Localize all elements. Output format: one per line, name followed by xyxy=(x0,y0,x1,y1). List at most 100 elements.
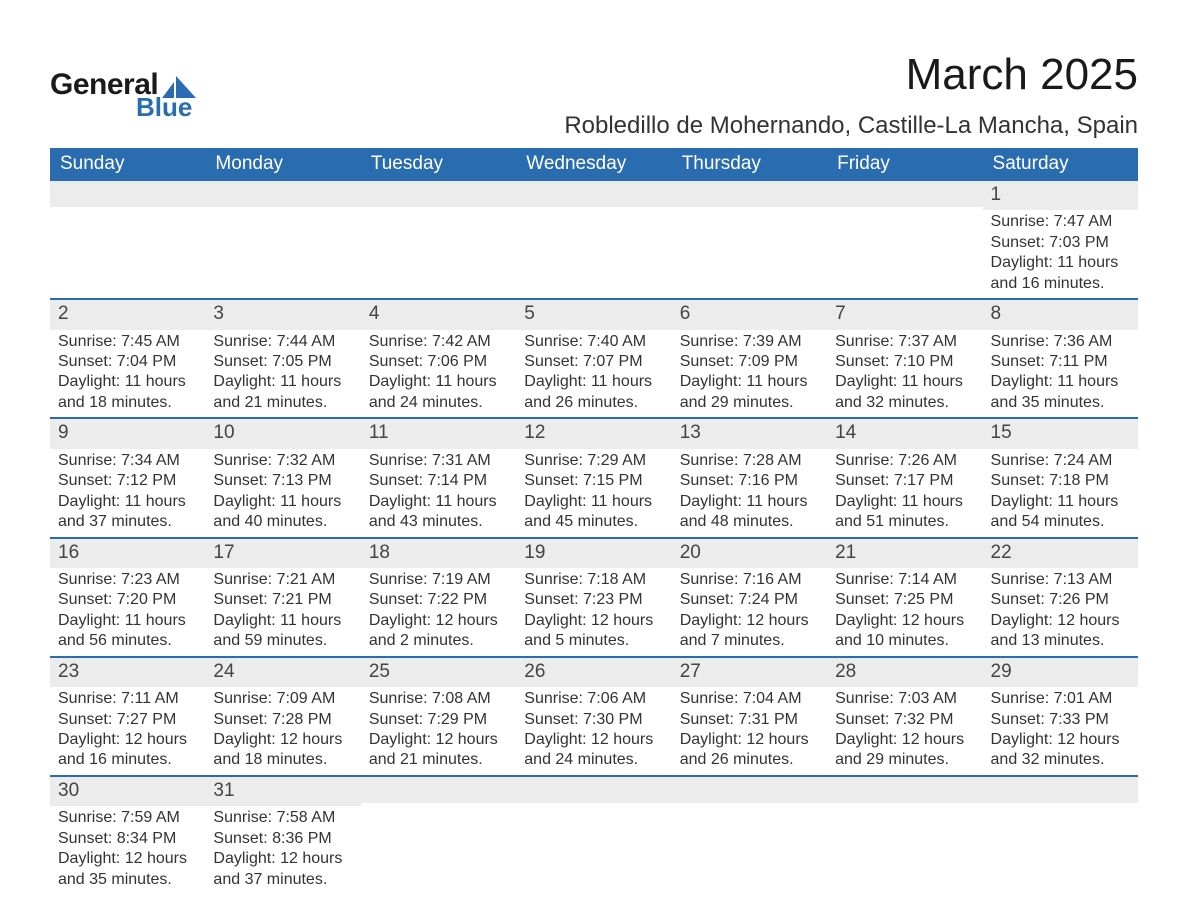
calendar-cell: 25 Sunrise: 7:08 AM Sunset: 7:29 PM Dayl… xyxy=(361,658,516,775)
day-details: Sunrise: 7:29 AM Sunset: 7:15 PM Dayligh… xyxy=(516,449,671,533)
day-details: Sunrise: 7:26 AM Sunset: 7:17 PM Dayligh… xyxy=(827,449,982,533)
day-details: Sunrise: 7:14 AM Sunset: 7:25 PM Dayligh… xyxy=(827,568,982,652)
weekday-header: Thursday xyxy=(672,148,827,181)
calendar-week-row: 23 Sunrise: 7:11 AM Sunset: 7:27 PM Dayl… xyxy=(50,656,1138,775)
calendar-cell: 10 Sunrise: 7:32 AM Sunset: 7:13 PM Dayl… xyxy=(205,419,360,536)
calendar-cell-empty xyxy=(361,777,516,894)
calendar-cell: 5 Sunrise: 7:40 AM Sunset: 7:07 PM Dayli… xyxy=(516,300,671,417)
day-details: Sunrise: 7:16 AM Sunset: 7:24 PM Dayligh… xyxy=(672,568,827,652)
day-number: 15 xyxy=(983,419,1138,448)
calendar-cell-empty xyxy=(672,181,827,298)
calendar-cell: 9 Sunrise: 7:34 AM Sunset: 7:12 PM Dayli… xyxy=(50,419,205,536)
day-number: 25 xyxy=(361,658,516,687)
day-details: Sunrise: 7:09 AM Sunset: 7:28 PM Dayligh… xyxy=(205,687,360,771)
day-number: 1 xyxy=(983,181,1138,210)
day-number: 30 xyxy=(50,777,205,806)
calendar-cell: 12 Sunrise: 7:29 AM Sunset: 7:15 PM Dayl… xyxy=(516,419,671,536)
day-number: 5 xyxy=(516,300,671,329)
day-number: 4 xyxy=(361,300,516,329)
day-details: Sunrise: 7:03 AM Sunset: 7:32 PM Dayligh… xyxy=(827,687,982,771)
day-details: Sunrise: 7:37 AM Sunset: 7:10 PM Dayligh… xyxy=(827,330,982,414)
calendar-week-row: 1 Sunrise: 7:47 AM Sunset: 7:03 PM Dayli… xyxy=(50,181,1138,298)
calendar-cell: 13 Sunrise: 7:28 AM Sunset: 7:16 PM Dayl… xyxy=(672,419,827,536)
day-number: 10 xyxy=(205,419,360,448)
calendar-cell-empty xyxy=(516,777,671,894)
day-number: 2 xyxy=(50,300,205,329)
day-number: 17 xyxy=(205,539,360,568)
day-number: 13 xyxy=(672,419,827,448)
calendar-cell: 21 Sunrise: 7:14 AM Sunset: 7:25 PM Dayl… xyxy=(827,539,982,656)
calendar-cell: 2 Sunrise: 7:45 AM Sunset: 7:04 PM Dayli… xyxy=(50,300,205,417)
day-number: 27 xyxy=(672,658,827,687)
calendar-cell: 15 Sunrise: 7:24 AM Sunset: 7:18 PM Dayl… xyxy=(983,419,1138,536)
day-details: Sunrise: 7:04 AM Sunset: 7:31 PM Dayligh… xyxy=(672,687,827,771)
day-number: 16 xyxy=(50,539,205,568)
calendar-cell: 3 Sunrise: 7:44 AM Sunset: 7:05 PM Dayli… xyxy=(205,300,360,417)
day-details: Sunrise: 7:47 AM Sunset: 7:03 PM Dayligh… xyxy=(983,210,1138,294)
calendar-cell: 6 Sunrise: 7:39 AM Sunset: 7:09 PM Dayli… xyxy=(672,300,827,417)
day-details: Sunrise: 7:40 AM Sunset: 7:07 PM Dayligh… xyxy=(516,330,671,414)
day-number: 7 xyxy=(827,300,982,329)
day-details: Sunrise: 7:59 AM Sunset: 8:34 PM Dayligh… xyxy=(50,806,205,890)
day-details: Sunrise: 7:42 AM Sunset: 7:06 PM Dayligh… xyxy=(361,330,516,414)
day-details: Sunrise: 7:58 AM Sunset: 8:36 PM Dayligh… xyxy=(205,806,360,890)
day-number: 12 xyxy=(516,419,671,448)
day-number: 28 xyxy=(827,658,982,687)
calendar-cell: 27 Sunrise: 7:04 AM Sunset: 7:31 PM Dayl… xyxy=(672,658,827,775)
calendar-cell: 19 Sunrise: 7:18 AM Sunset: 7:23 PM Dayl… xyxy=(516,539,671,656)
calendar-week-row: 16 Sunrise: 7:23 AM Sunset: 7:20 PM Dayl… xyxy=(50,537,1138,656)
location-subtitle: Robledillo de Mohernando, Castille-La Ma… xyxy=(564,112,1138,140)
calendar-cell: 8 Sunrise: 7:36 AM Sunset: 7:11 PM Dayli… xyxy=(983,300,1138,417)
day-number: 3 xyxy=(205,300,360,329)
day-number: 21 xyxy=(827,539,982,568)
day-details: Sunrise: 7:28 AM Sunset: 7:16 PM Dayligh… xyxy=(672,449,827,533)
calendar-cell: 20 Sunrise: 7:16 AM Sunset: 7:24 PM Dayl… xyxy=(672,539,827,656)
calendar-cell: 11 Sunrise: 7:31 AM Sunset: 7:14 PM Dayl… xyxy=(361,419,516,536)
day-number: 11 xyxy=(361,419,516,448)
day-details: Sunrise: 7:08 AM Sunset: 7:29 PM Dayligh… xyxy=(361,687,516,771)
weekday-header: Monday xyxy=(205,148,360,181)
brand-logo: General Blue xyxy=(50,68,196,123)
day-details: Sunrise: 7:21 AM Sunset: 7:21 PM Dayligh… xyxy=(205,568,360,652)
weekday-header-row: Sunday Monday Tuesday Wednesday Thursday… xyxy=(50,148,1138,181)
day-details: Sunrise: 7:32 AM Sunset: 7:13 PM Dayligh… xyxy=(205,449,360,533)
day-details: Sunrise: 7:45 AM Sunset: 7:04 PM Dayligh… xyxy=(50,330,205,414)
calendar-cell-empty xyxy=(50,181,205,298)
calendar-cell: 24 Sunrise: 7:09 AM Sunset: 7:28 PM Dayl… xyxy=(205,658,360,775)
day-details: Sunrise: 7:18 AM Sunset: 7:23 PM Dayligh… xyxy=(516,568,671,652)
calendar-cell: 14 Sunrise: 7:26 AM Sunset: 7:17 PM Dayl… xyxy=(827,419,982,536)
calendar-cell: 7 Sunrise: 7:37 AM Sunset: 7:10 PM Dayli… xyxy=(827,300,982,417)
weekday-header: Friday xyxy=(827,148,982,181)
calendar-cell: 18 Sunrise: 7:19 AM Sunset: 7:22 PM Dayl… xyxy=(361,539,516,656)
weekday-header: Sunday xyxy=(50,148,205,181)
calendar-cell-empty xyxy=(205,181,360,298)
day-details: Sunrise: 7:11 AM Sunset: 7:27 PM Dayligh… xyxy=(50,687,205,771)
day-number: 20 xyxy=(672,539,827,568)
calendar-cell: 28 Sunrise: 7:03 AM Sunset: 7:32 PM Dayl… xyxy=(827,658,982,775)
day-details: Sunrise: 7:13 AM Sunset: 7:26 PM Dayligh… xyxy=(983,568,1138,652)
day-details: Sunrise: 7:34 AM Sunset: 7:12 PM Dayligh… xyxy=(50,449,205,533)
day-number: 14 xyxy=(827,419,982,448)
day-number: 9 xyxy=(50,419,205,448)
page-header: General Blue March 2025 Robledillo de Mo… xyxy=(50,50,1138,140)
day-number: 23 xyxy=(50,658,205,687)
day-number: 26 xyxy=(516,658,671,687)
calendar-cell-empty xyxy=(516,181,671,298)
day-number: 6 xyxy=(672,300,827,329)
calendar: Sunday Monday Tuesday Wednesday Thursday… xyxy=(50,148,1138,894)
day-number: 22 xyxy=(983,539,1138,568)
calendar-cell-empty xyxy=(827,777,982,894)
brand-flag-icon xyxy=(162,76,196,98)
day-details: Sunrise: 7:31 AM Sunset: 7:14 PM Dayligh… xyxy=(361,449,516,533)
calendar-cell-empty xyxy=(672,777,827,894)
day-details: Sunrise: 7:36 AM Sunset: 7:11 PM Dayligh… xyxy=(983,330,1138,414)
calendar-cell-empty xyxy=(827,181,982,298)
calendar-week-row: 9 Sunrise: 7:34 AM Sunset: 7:12 PM Dayli… xyxy=(50,417,1138,536)
calendar-cell: 29 Sunrise: 7:01 AM Sunset: 7:33 PM Dayl… xyxy=(983,658,1138,775)
calendar-cell: 4 Sunrise: 7:42 AM Sunset: 7:06 PM Dayli… xyxy=(361,300,516,417)
day-number: 8 xyxy=(983,300,1138,329)
title-block: March 2025 Robledillo de Mohernando, Cas… xyxy=(564,50,1138,140)
day-number: 18 xyxy=(361,539,516,568)
day-number: 19 xyxy=(516,539,671,568)
day-details: Sunrise: 7:01 AM Sunset: 7:33 PM Dayligh… xyxy=(983,687,1138,771)
